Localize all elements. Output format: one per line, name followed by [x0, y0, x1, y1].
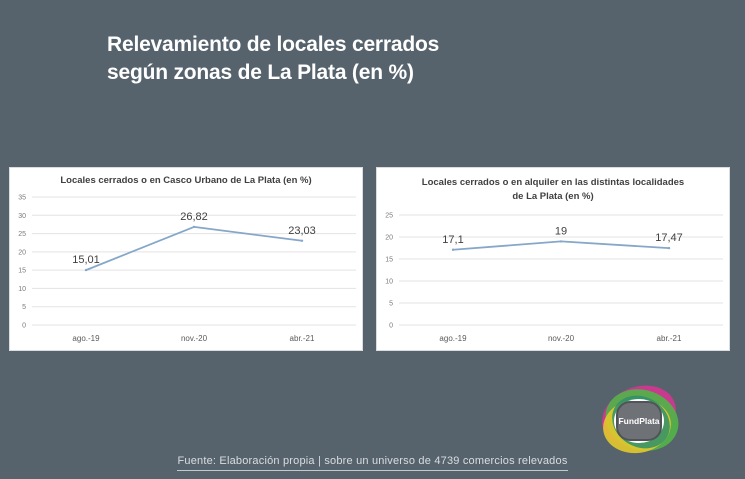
chart-title-line-1: Locales cerrados o en alquiler en las di… — [421, 177, 685, 188]
y-tick-label: 35 — [18, 195, 26, 202]
data-point — [300, 239, 304, 242]
y-tick-label: 0 — [22, 323, 26, 330]
y-tick-label: 10 — [385, 279, 393, 286]
data-point — [192, 225, 196, 229]
fundplata-logo: FundPlata — [602, 385, 679, 454]
data-label: 17,47 — [655, 232, 683, 244]
y-tick-label: 20 — [18, 249, 26, 256]
data-label: 15,01 — [72, 254, 100, 266]
y-tick-label: 15 — [18, 268, 26, 275]
data-point — [84, 268, 88, 272]
data-point — [667, 246, 671, 250]
x-tick-label: nov.-20 — [548, 334, 575, 343]
data-point — [451, 248, 455, 251]
data-label: 19 — [555, 225, 567, 237]
x-tick-label: abr.-21 — [290, 334, 315, 343]
chart-localidades: 0 5 10 15 20 25 ago.-19 nov.-20 abr.-21 17,1 19 17,… — [385, 213, 723, 343]
y-tick-label: 25 — [385, 213, 393, 220]
chart-casco-urbano: 0 5 10 15 20 25 30 35 ago.-19 nov.-20 abr.-21 15,01… — [18, 195, 356, 343]
x-tick-label: ago.-19 — [72, 334, 100, 343]
chart-panel-casco-urbano: Locales cerrados o en Casco Urbano de La… — [10, 168, 362, 350]
chart-panel-localidades: Locales cerrados o en alquiler en las di… — [377, 168, 729, 350]
y-tick-label: 15 — [385, 257, 393, 264]
data-label: 17,1 — [442, 234, 463, 246]
page-title-line-1: Relevamiento de locales cerrados — [107, 33, 440, 56]
y-tick-label: 10 — [18, 286, 26, 293]
chart-title-line-2: de La Plata (en %) — [512, 191, 594, 202]
y-tick-label: 5 — [389, 301, 393, 308]
logo-swirl-icon — [602, 385, 679, 454]
x-tick-label: abr.-21 — [657, 334, 682, 343]
chart-title: Locales cerrados o en alquiler en las di… — [377, 176, 729, 204]
source-text: Fuente: Elaboración propia | sobre un un… — [177, 455, 568, 471]
x-tick-label: nov.-20 — [181, 334, 208, 343]
page-title: Relevamiento de locales cerrados según z… — [107, 31, 439, 87]
logo-text: FundPlata — [618, 416, 659, 426]
data-label: 26,82 — [180, 211, 208, 223]
series-line — [452, 240, 670, 251]
data-label: 23,03 — [288, 225, 316, 237]
page-title-line-2: según zonas de La Plata (en %) — [107, 61, 414, 84]
chart-title: Locales cerrados o en Casco Urbano de La… — [60, 175, 312, 186]
data-point — [559, 240, 563, 243]
y-tick-label: 20 — [385, 235, 393, 242]
y-tick-label: 30 — [18, 213, 26, 220]
source-footnote: Fuente: Elaboración propia | sobre un un… — [0, 455, 745, 471]
y-tick-label: 25 — [18, 231, 26, 238]
y-tick-label: 0 — [389, 323, 393, 330]
x-tick-label: ago.-19 — [439, 334, 467, 343]
y-tick-label: 5 — [22, 304, 26, 311]
